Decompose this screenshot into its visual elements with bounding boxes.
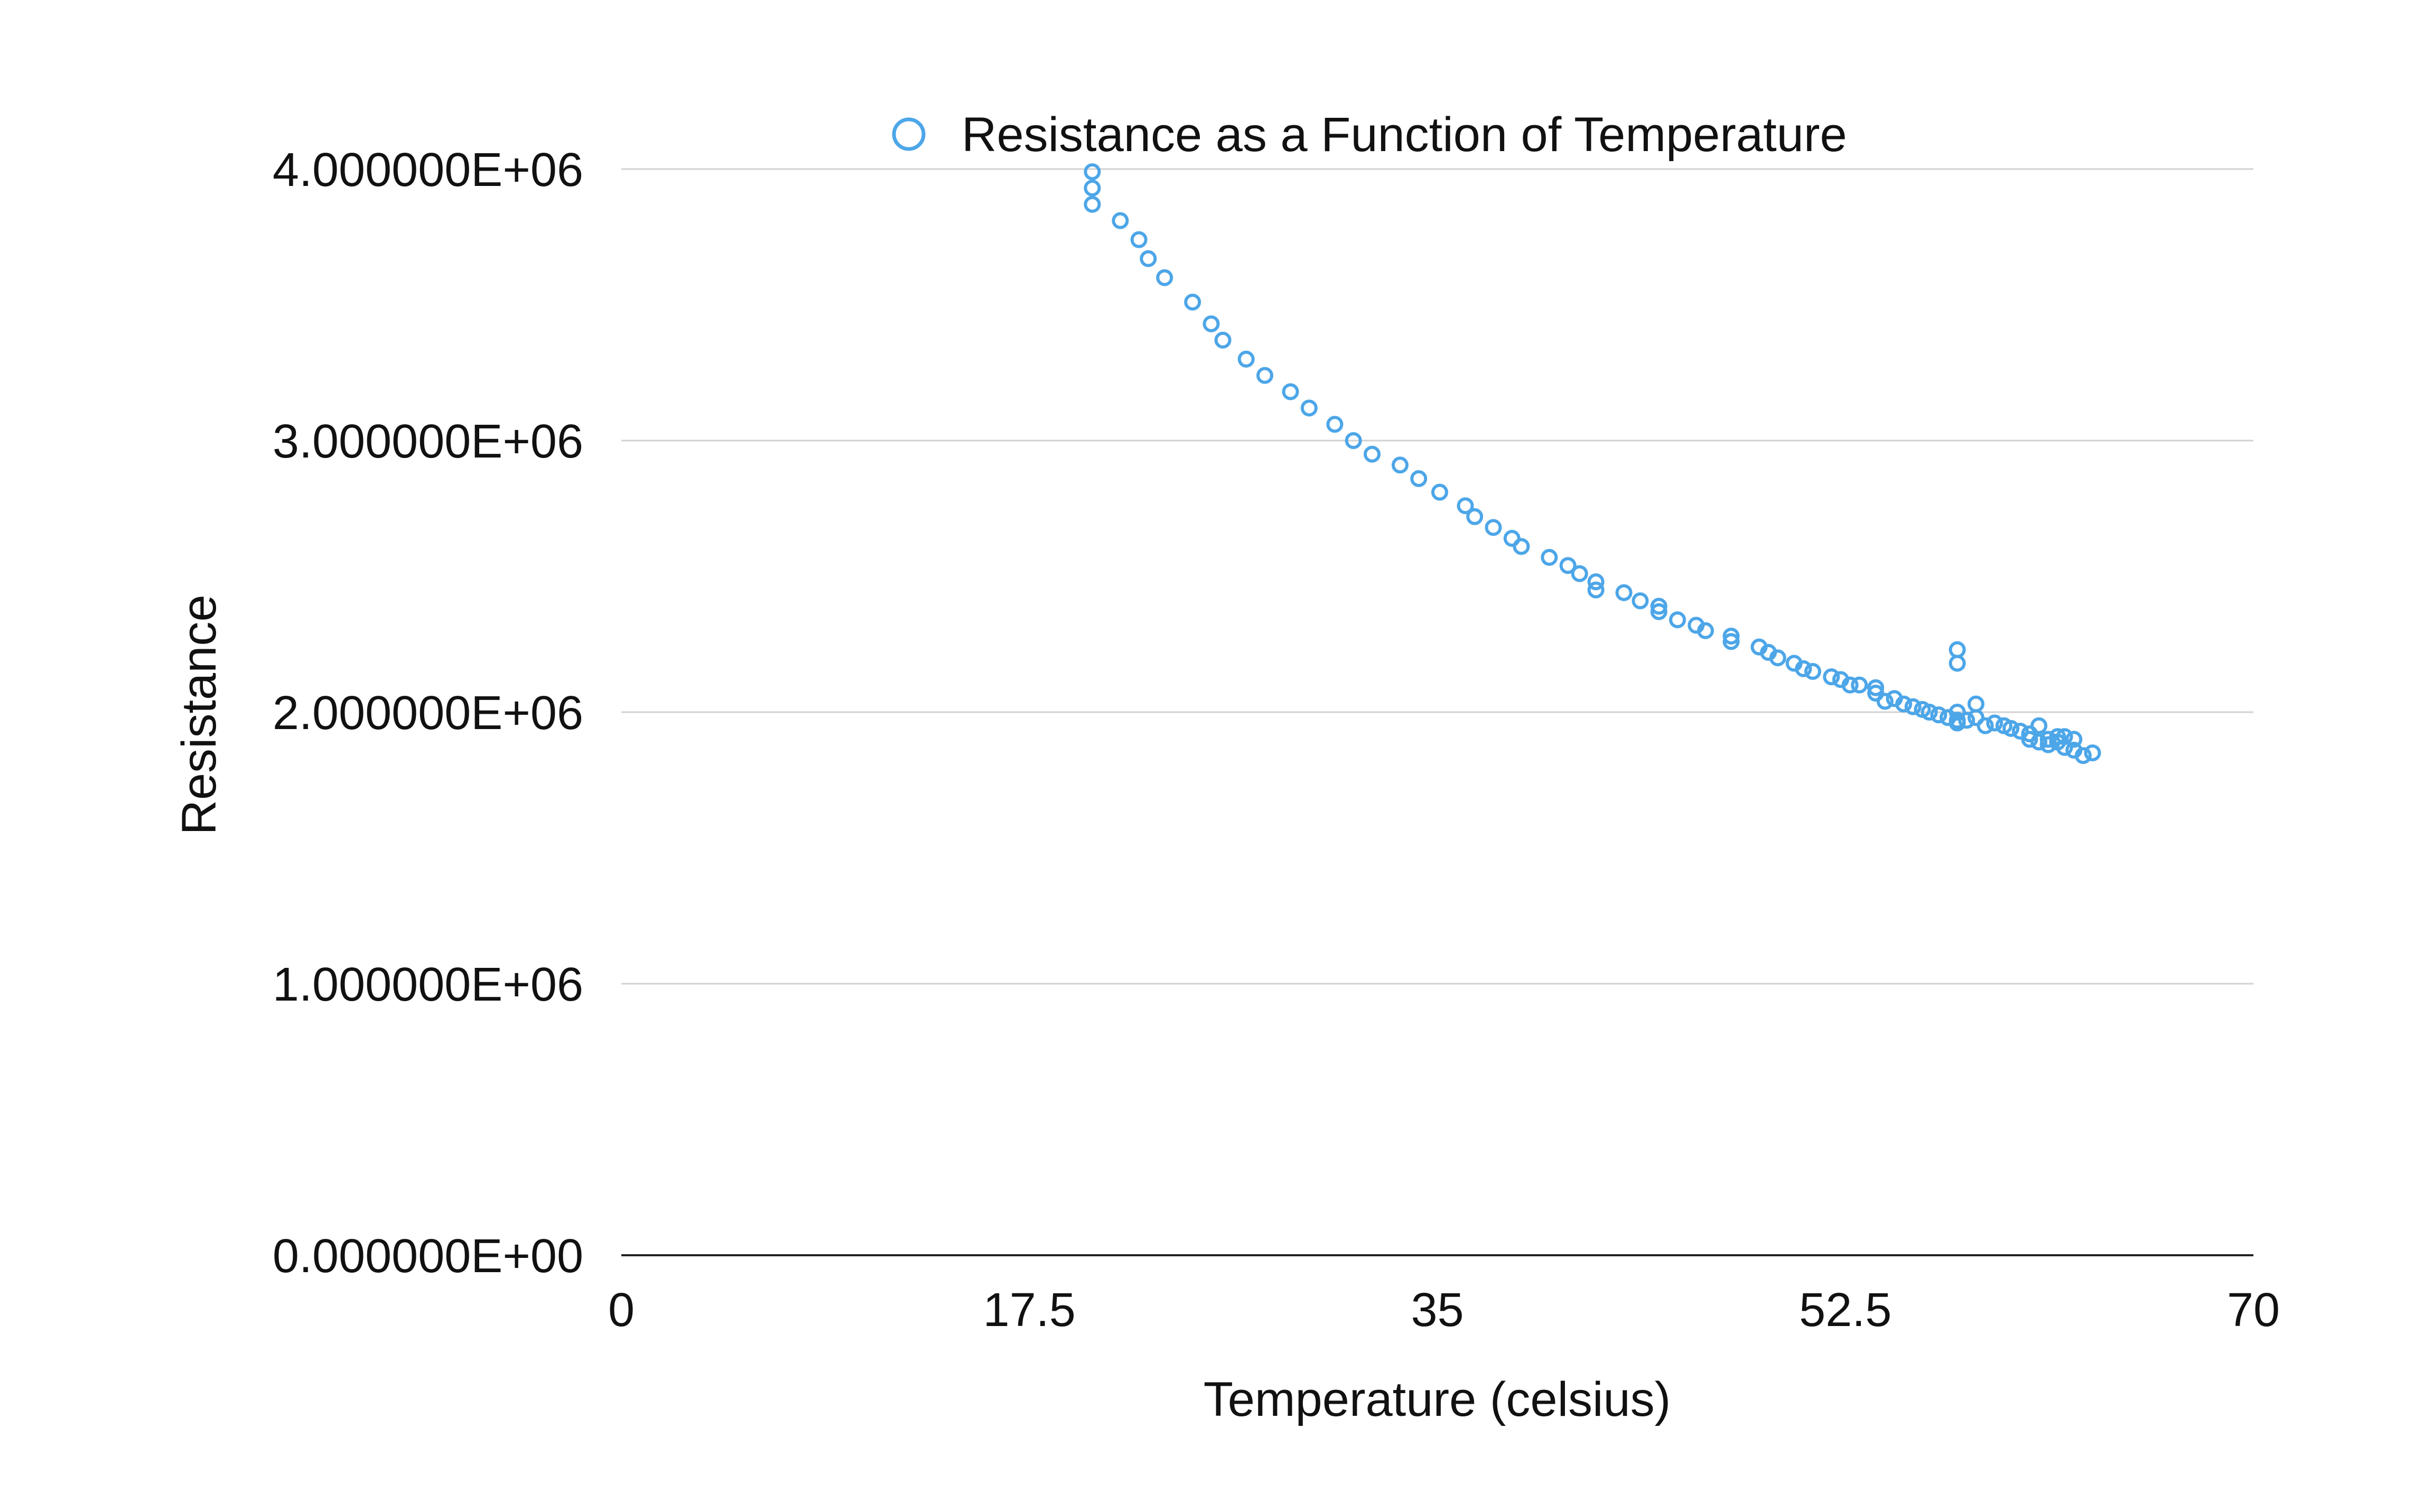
- data-point: [1986, 714, 2004, 732]
- data-point: [1203, 315, 1220, 332]
- data-point: [1795, 660, 1812, 677]
- data-point: [1559, 557, 1577, 574]
- data-point: [1895, 695, 1913, 713]
- data-point: [1084, 163, 1101, 181]
- data-point: [2021, 731, 2038, 748]
- data-point: [2065, 731, 2083, 748]
- data-point: [1769, 649, 1786, 667]
- data-point: [1256, 367, 1273, 384]
- data-point: [1214, 331, 1232, 349]
- data-point: [2084, 744, 2101, 762]
- x-axis-title: Temperature (celsius): [1204, 1373, 1671, 1426]
- data-point: [1697, 622, 1714, 639]
- data-point: [1237, 350, 1255, 368]
- y-tick-label: 0.000000E+00: [273, 1230, 583, 1283]
- data-point: [1326, 416, 1344, 433]
- data-point: [1650, 598, 1667, 615]
- data-point: [1632, 592, 1649, 610]
- data-point: [1084, 179, 1101, 197]
- data-point: [1457, 497, 1474, 515]
- data-point: [1949, 704, 1966, 721]
- data-point: [1904, 698, 1922, 715]
- data-point: [2011, 722, 2029, 740]
- data-point: [2056, 739, 2073, 756]
- grid-layer: [621, 168, 2253, 985]
- data-point: [2021, 725, 2038, 743]
- tick-layer: 0.000000E+00 1.000000E+06 2.000000E+06 3.00…: [273, 144, 2280, 1337]
- data-point: [1391, 456, 1409, 474]
- y-tick-label: 1.000000E+06: [273, 958, 583, 1011]
- data-point: [1867, 685, 1885, 702]
- data-point: [1140, 250, 1157, 267]
- data-point: [2039, 736, 2057, 753]
- data-point: [1804, 662, 1821, 680]
- data-point: [1722, 628, 1740, 645]
- data-point: [1112, 212, 1129, 229]
- data-point: [1977, 717, 1994, 734]
- data-point: [1841, 676, 1859, 694]
- data-point: [1184, 293, 1201, 311]
- data-point: [1156, 269, 1173, 286]
- data-point: [1300, 399, 1318, 417]
- legend-label: Resistance as a Function of Temperature: [962, 108, 1847, 162]
- data-point: [1084, 195, 1101, 213]
- data-point: [1587, 581, 1605, 599]
- x-tick-label: 0: [608, 1284, 635, 1337]
- x-tick-label: 35: [1411, 1284, 1464, 1337]
- x-tick-label: 52.5: [1799, 1284, 1891, 1337]
- legend-marker: [892, 117, 926, 151]
- x-tick-label: 70: [2227, 1284, 2280, 1337]
- data-point: [1130, 231, 1148, 248]
- data-point: [1949, 641, 1966, 658]
- data-point: [2002, 720, 2020, 737]
- data-point: [1587, 573, 1605, 591]
- data-point: [1410, 470, 1428, 487]
- data-point: [2074, 747, 2092, 764]
- points-layer: [1084, 163, 2101, 764]
- data-point: [2056, 728, 2073, 745]
- data-point: [1921, 704, 1938, 721]
- legend: Resistance as a Function of Temperature: [892, 108, 1847, 162]
- data-point: [1503, 530, 1521, 547]
- data-point: [1949, 655, 1966, 672]
- y-tick-label: 3.000000E+06: [273, 415, 583, 468]
- data-point: [1345, 432, 1362, 449]
- data-point: [1949, 714, 1966, 732]
- data-point: [1669, 611, 1686, 629]
- data-point: [2030, 717, 2048, 734]
- y-tick-label: 4.000000E+06: [273, 144, 583, 197]
- data-point: [1967, 695, 1984, 713]
- data-point: [1466, 508, 1484, 525]
- y-axis-title: Resistance: [172, 594, 226, 835]
- data-point: [1650, 603, 1667, 620]
- data-point: [1571, 565, 1588, 582]
- data-point: [1851, 676, 1868, 694]
- data-point: [1867, 679, 1885, 696]
- data-point: [1967, 709, 1984, 726]
- data-point: [1431, 483, 1448, 501]
- data-point: [1876, 693, 1894, 710]
- data-point: [1722, 633, 1740, 650]
- data-point: [1363, 445, 1381, 463]
- data-point: [2030, 733, 2048, 751]
- data-point: [1282, 383, 1299, 400]
- data-point: [1823, 668, 1840, 686]
- data-point: [1485, 519, 1502, 536]
- x-tick-label: 17.5: [983, 1284, 1076, 1337]
- data-point: [2039, 731, 2057, 748]
- data-point: [1930, 706, 1948, 724]
- data-point: [1958, 712, 1976, 729]
- data-point: [1541, 549, 1558, 566]
- data-point: [1615, 584, 1633, 601]
- data-point: [1513, 538, 1530, 555]
- y-tick-label: 2.000000E+06: [273, 687, 583, 740]
